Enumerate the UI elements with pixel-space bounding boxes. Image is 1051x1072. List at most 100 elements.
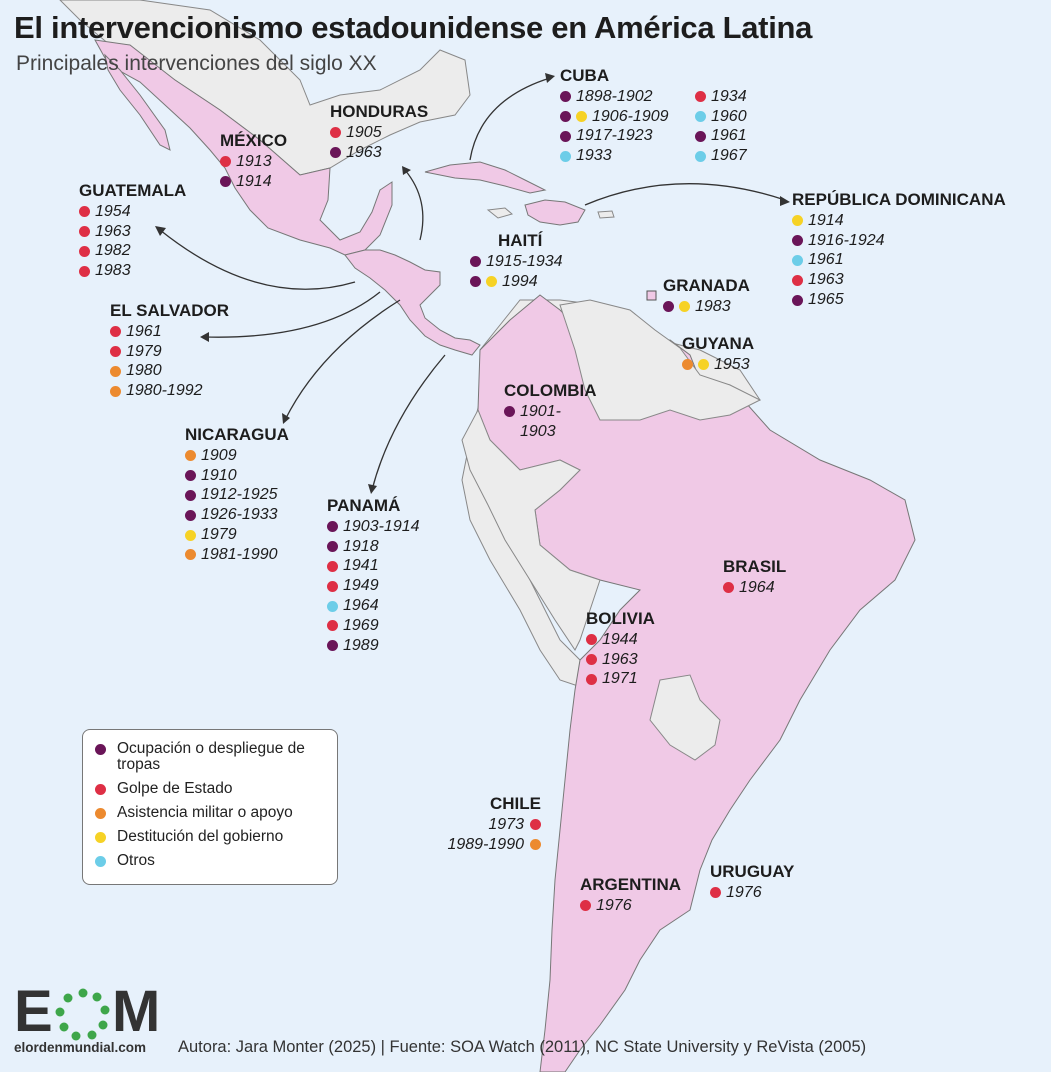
intervention-year: 1963 — [602, 650, 638, 668]
arrow-heads — [155, 73, 790, 494]
country-name: PANAMÁ — [327, 496, 401, 515]
intervention-year: 1979 — [201, 526, 237, 544]
intervention-dot-ocupacion — [504, 406, 515, 418]
intervention-year: 1910 — [201, 466, 237, 484]
intervention-year: 1971 — [602, 670, 638, 688]
arrowhead-dominicana — [780, 196, 790, 206]
arrow-honduras — [404, 169, 424, 241]
intervention-dot-asistencia — [185, 450, 196, 462]
eom-logo: E M elordenmundial.com — [14, 979, 174, 1056]
intervention-dot-golpe — [327, 580, 338, 592]
country-label-nicaragua: NICARAGUA 1909 1910 1912-1925 1926-1933 1979 1… — [185, 425, 289, 565]
grenada-island — [646, 290, 657, 301]
country-label-brasil: BRASIL 1964 — [723, 557, 786, 598]
intervention-year: 1903-1914 — [343, 517, 420, 535]
intervention-dot-ocupacion — [663, 301, 674, 313]
intervention-row: 1980-1992 — [110, 381, 229, 401]
intervention-year: 1961 — [126, 322, 162, 340]
intervention-year: 1967 — [711, 147, 747, 165]
arrow-cuba — [469, 77, 551, 161]
intervention-year: 1916-1924 — [808, 231, 885, 249]
country-name: MÉXICO — [220, 131, 288, 150]
legend-dot — [95, 832, 106, 843]
intervention-dot-golpe — [110, 346, 121, 358]
mexico-land — [94, 39, 393, 256]
arrowhead-cuba — [545, 73, 555, 83]
intervention-dot-destitucion — [679, 301, 690, 313]
venezuela-guianas-land — [559, 299, 762, 421]
arrowhead-guatemala — [155, 226, 166, 236]
country-label-argentina: ARGENTINA 1976 — [580, 875, 681, 916]
legend-item-ocupacion: Ocupación o despliegue de tropas — [95, 741, 325, 773]
intervention-dot-golpe — [79, 206, 90, 218]
intervention-year: 1961 — [808, 251, 844, 269]
arrow-panama — [371, 354, 446, 491]
intervention-row: 1903-1914 — [327, 517, 420, 537]
puerto-rico-island — [597, 210, 615, 219]
intervention-row: 1994 — [470, 272, 563, 292]
intervention-year: 1918 — [343, 537, 379, 555]
country-label-chile: CHILE 1973 1989-1990 — [436, 794, 541, 855]
intervention-row: 1965 — [792, 290, 1006, 310]
intervention-row: 1963 — [792, 270, 1006, 290]
intervention-row: 1964 — [327, 596, 420, 616]
intervention-year: 1965 — [808, 291, 844, 309]
country-name: NICARAGUA — [185, 425, 289, 444]
arrowhead-honduras — [402, 166, 411, 175]
intervention-year: 1979 — [126, 342, 162, 360]
intervention-row: 1976 — [710, 883, 794, 903]
intervention-year: 1989-1990 — [447, 835, 524, 853]
intervention-row: 1898-1902 — [560, 87, 669, 107]
intervention-dot-ocupacion — [470, 256, 481, 268]
intervention-row: 1979 — [185, 525, 289, 545]
intervention-row: 1906-1909 — [560, 107, 669, 127]
intervention-dot-destitucion — [576, 111, 587, 123]
legend-item-destitucion: Destitución del gobierno — [95, 829, 325, 845]
intervention-dot-ocupacion — [185, 470, 196, 482]
intervention-year: 1954 — [95, 202, 131, 220]
intervention-year: 1915-1934 — [486, 252, 563, 270]
paraguay-land — [649, 674, 721, 761]
intervention-year: 1980 — [126, 362, 162, 380]
intervention-year: 1963 — [95, 222, 131, 240]
intervention-row: 1916-1924 — [792, 231, 1006, 251]
country-label-granada: GRANADA 1983 — [663, 276, 750, 317]
intervention-dot-ocupacion — [327, 640, 338, 652]
intervention-dot-golpe — [710, 887, 721, 899]
baja-california — [104, 53, 171, 151]
intervention-dot-golpe — [586, 654, 597, 666]
jamaica-island — [486, 207, 514, 219]
intervention-row: 1983 — [663, 297, 750, 317]
intervention-dot-ocupacion — [330, 147, 341, 159]
country-name: BRASIL — [723, 557, 787, 576]
arrowhead-el-salvador — [200, 332, 209, 342]
legend-label: Ocupación o despliegue de tropas — [117, 740, 305, 773]
intervention-year: 1913 — [236, 152, 272, 170]
legend-item-asistencia: Asistencia militar o apoyo — [95, 805, 325, 821]
intervention-dot-golpe — [330, 127, 341, 139]
intervention-row: 1980 — [110, 362, 229, 382]
intervention-row: 1933 — [560, 146, 669, 166]
logo-letter-e: E — [14, 979, 53, 1044]
intervention-dot-ocupacion — [327, 521, 338, 533]
intervention-dot-otros — [792, 254, 803, 266]
intervention-dot-golpe — [723, 582, 734, 594]
intervention-row: 1960 — [695, 107, 747, 127]
intervention-row: 1963 — [586, 650, 655, 670]
legend-item-golpe: Golpe de Estado — [95, 781, 325, 797]
country-name: ARGENTINA — [580, 875, 682, 894]
country-name: URUGUAY — [710, 862, 795, 881]
intervention-dot-asistencia — [682, 359, 693, 371]
intervention-year: 1983 — [95, 262, 131, 280]
intervention-row: 1905 — [330, 123, 428, 143]
country-label-mexico: MÉXICO 1913 1914 — [220, 131, 287, 192]
intervention-year: 1914 — [236, 172, 272, 190]
intervention-row: 1961 — [695, 127, 747, 147]
intervention-row: 1941 — [327, 557, 420, 577]
country-label-colombia: COLOMBIA 1901- 1903 — [504, 381, 597, 442]
intervention-dot-destitucion — [486, 276, 497, 288]
connector-arrows — [159, 77, 786, 491]
intervention-dot-golpe — [327, 620, 338, 632]
intervention-year: 1914 — [808, 211, 844, 229]
